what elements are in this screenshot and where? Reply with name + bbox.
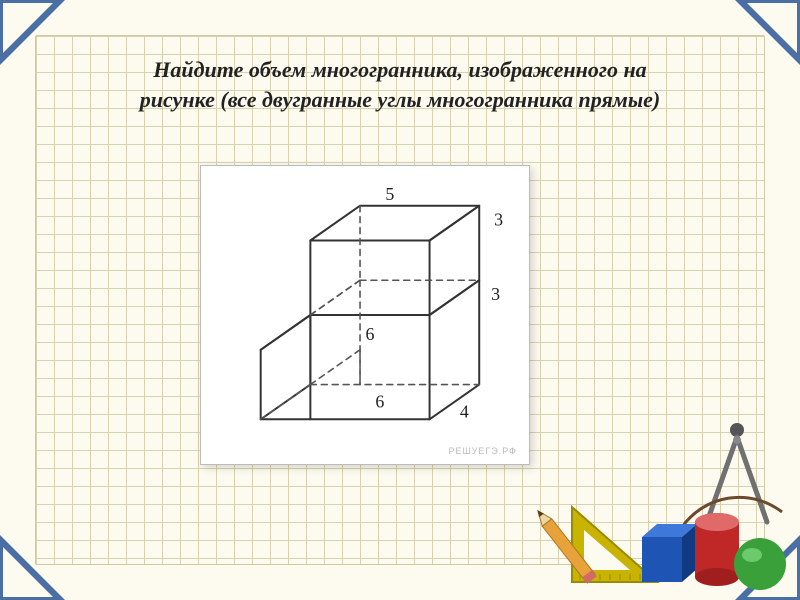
corner-decoration-bl [0,535,65,600]
dim-top: 5 [385,184,394,204]
corner-decoration-tr [735,0,800,65]
dim-bottom-d: 4 [460,401,469,421]
dim-right: 3 [491,284,500,304]
title-line1: Найдите объем многогранника, изображенно… [153,57,646,82]
dim-bottom-w: 6 [375,391,384,411]
corner-decoration-tl [0,0,65,65]
dim-top-right: 3 [494,210,503,230]
corner-decoration-br [735,535,800,600]
polyhedron-svg: 5 3 3 6 6 4 [201,166,529,464]
polyhedron-figure: 5 3 3 6 6 4 РЕШУЕГЭ.РФ [200,165,530,465]
slide-title: Найдите объем многогранника, изображенно… [60,55,740,114]
title-line2: рисунке (все двугранные углы многогранни… [140,87,660,112]
dim-inner-h: 6 [365,324,374,344]
figure-watermark: РЕШУЕГЭ.РФ [448,446,517,456]
